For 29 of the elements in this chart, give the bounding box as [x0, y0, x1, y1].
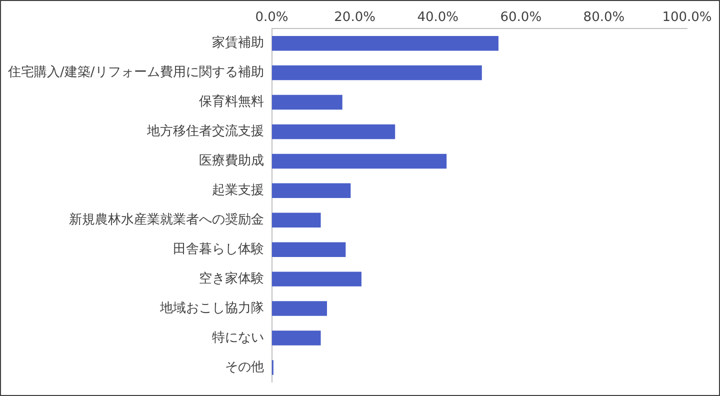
- y-tick-label: 特にない: [212, 330, 264, 346]
- bar: [272, 242, 346, 257]
- bar: [272, 154, 447, 169]
- x-tick-label: 0.0%: [255, 10, 288, 26]
- bar: [272, 212, 321, 228]
- y-tick-label: 空き家体験: [198, 270, 264, 286]
- x-tick-label: 20.0%: [334, 10, 376, 26]
- bar: [272, 65, 482, 80]
- bar: [272, 124, 396, 140]
- y-tick-label: 保育料無料: [198, 94, 264, 110]
- y-tick-label: 家賃補助: [212, 34, 264, 51]
- x-tick-label: 40.0%: [417, 10, 459, 26]
- y-tick-label: 住宅購入/建築/リフォーム費用に関する補助: [6, 64, 264, 80]
- bar: [272, 94, 342, 110]
- y-tick-label: 医療費助成: [198, 154, 264, 169]
- y-tick-label: 新規農林水産業就業者への奨励金: [68, 212, 264, 228]
- x-tick-label: 60.0%: [500, 10, 542, 26]
- x-tick-label: 80.0%: [583, 10, 625, 26]
- y-tick-label: その他: [224, 360, 264, 375]
- bar: [272, 183, 351, 198]
- bar: [272, 301, 327, 316]
- y-tick-label: 田舎暮らし体験: [172, 242, 264, 257]
- bar: [272, 330, 321, 346]
- y-tick-label: 地域おこし協力隊: [158, 300, 264, 316]
- y-tick-label: 地方移住者交流支援: [146, 123, 264, 140]
- bar: [272, 272, 362, 286]
- bar: [272, 36, 498, 51]
- x-tick-label: 100.0%: [662, 10, 712, 26]
- y-tick-label: 起業支援: [212, 183, 264, 198]
